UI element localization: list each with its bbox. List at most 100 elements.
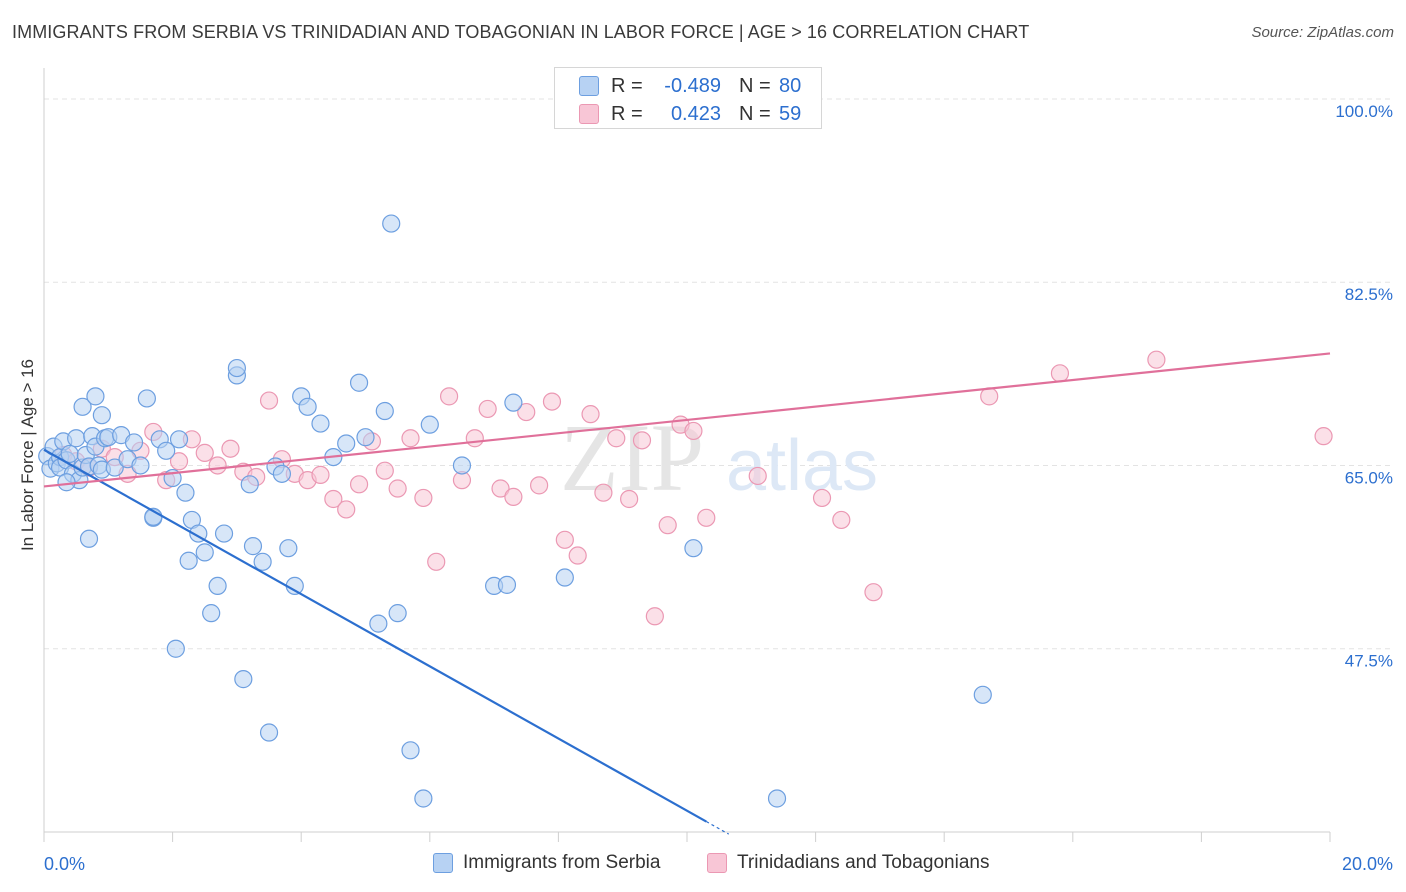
point-trinidadians <box>311 465 330 484</box>
point-serbia <box>388 604 407 623</box>
point-serbia <box>179 551 198 570</box>
correlation-legend: R = -0.489 N = 80 R = 0.423 N = 59 <box>554 67 822 129</box>
point-serbia <box>166 639 185 658</box>
point-serbia <box>202 604 221 623</box>
point-serbia <box>767 789 787 808</box>
point-serbia <box>214 524 234 543</box>
series-serbia-points <box>38 214 992 808</box>
point-serbia <box>124 433 144 452</box>
point-serbia <box>208 576 227 596</box>
point-serbia <box>195 543 214 562</box>
point-serbia <box>137 389 156 408</box>
point-trinidadians <box>491 479 510 498</box>
point-serbia <box>420 415 439 434</box>
point-serbia <box>375 401 394 421</box>
n-value: 80 <box>779 74 802 97</box>
point-serbia <box>349 373 369 392</box>
point-serbia <box>497 575 517 594</box>
point-serbia <box>684 539 703 558</box>
point-trinidadians <box>169 452 189 471</box>
legend-swatch-serbia <box>433 853 453 873</box>
point-trinidadians <box>594 483 613 502</box>
point-trinidadians <box>259 391 279 410</box>
point-trinidadians <box>812 488 832 508</box>
point-trinidadians <box>324 489 343 509</box>
point-serbia <box>67 429 86 448</box>
point-serbia <box>176 483 195 502</box>
point-serbia <box>131 456 150 475</box>
tick-labels: 47.5% 65.0% 82.5% 100.0% 0.0% 20.0% <box>44 102 1393 874</box>
n-value: 59 <box>779 102 802 125</box>
point-trinidadians <box>832 510 851 530</box>
legend-item-trinidadians: Trinidadians and Tobagonians <box>707 852 989 874</box>
point-trinidadians <box>530 476 549 495</box>
point-trinidadians <box>195 443 214 463</box>
watermark-atlas: atlas <box>726 426 878 506</box>
point-serbia <box>298 397 317 416</box>
y-tick-label: 100.0% <box>1335 102 1393 121</box>
point-trinidadians <box>645 607 664 626</box>
point-serbia <box>369 614 388 633</box>
n-label: N = <box>739 102 771 125</box>
legend-label-serbia: Immigrants from Serbia <box>463 852 661 873</box>
point-serbia <box>401 741 420 760</box>
point-trinidadians <box>620 489 639 509</box>
legend-row-trinidadians: R = 0.423 N = 59 <box>579 101 801 127</box>
grid-lines <box>44 98 1392 650</box>
legend-row-serbia: R = -0.489 N = 80 <box>579 73 801 99</box>
legend-swatch-serbia <box>579 76 599 96</box>
point-serbia <box>452 456 472 475</box>
r-label: R = <box>611 102 643 125</box>
point-serbia <box>92 406 111 425</box>
legend-label-trinidadians: Trinidadians and Tobagonians <box>737 852 990 873</box>
point-serbia <box>973 685 992 704</box>
point-serbia <box>57 473 76 492</box>
point-serbia <box>86 387 105 406</box>
y-axis-label: In Labor Force | Age > 16 <box>18 359 37 551</box>
point-trinidadians <box>414 488 433 508</box>
point-trinidadians <box>607 429 626 448</box>
point-serbia <box>157 441 176 460</box>
point-serbia <box>240 475 259 494</box>
point-serbia <box>105 458 124 477</box>
x-tick-label-max: 20.0% <box>1342 854 1393 874</box>
point-serbia <box>169 430 189 449</box>
point-trinidadians <box>748 466 767 486</box>
n-label: N = <box>739 74 771 97</box>
legend-swatch-trinidadians <box>707 853 727 873</box>
point-serbia <box>504 393 523 412</box>
point-serbia <box>253 552 272 571</box>
point-trinidadians <box>439 387 459 406</box>
point-trinidadians <box>337 500 356 519</box>
r-value: -0.489 <box>664 74 721 97</box>
point-trinidadians <box>388 479 407 498</box>
trend-line-trinidadians <box>43 352 1331 488</box>
point-serbia <box>73 397 92 416</box>
point-serbia <box>272 464 292 483</box>
point-serbia <box>356 428 375 447</box>
point-trinidadians <box>632 431 652 450</box>
point-trinidadians <box>1050 364 1070 383</box>
point-serbia <box>285 576 304 596</box>
point-serbia <box>414 789 433 808</box>
point-serbia <box>311 414 330 433</box>
point-trinidadians <box>504 487 523 506</box>
legend-swatch-trinidadians <box>579 104 599 124</box>
point-trinidadians <box>465 429 484 448</box>
point-trinidadians <box>517 402 536 422</box>
point-serbia <box>79 529 99 548</box>
y-tick-label: 47.5% <box>1345 652 1393 671</box>
r-label: R = <box>611 74 643 97</box>
point-trinidadians <box>864 583 883 602</box>
trend-line-serbia-extension <box>705 821 730 835</box>
point-trinidadians <box>1147 350 1166 369</box>
point-trinidadians <box>221 439 240 458</box>
point-serbia <box>337 434 356 453</box>
point-trinidadians <box>427 552 446 571</box>
legend-item-serbia: Immigrants from Serbia <box>433 852 660 874</box>
point-trinidadians <box>555 530 574 549</box>
point-serbia <box>279 539 298 558</box>
point-serbia <box>382 214 401 233</box>
point-trinidadians <box>697 508 716 527</box>
point-trinidadians <box>208 456 227 475</box>
